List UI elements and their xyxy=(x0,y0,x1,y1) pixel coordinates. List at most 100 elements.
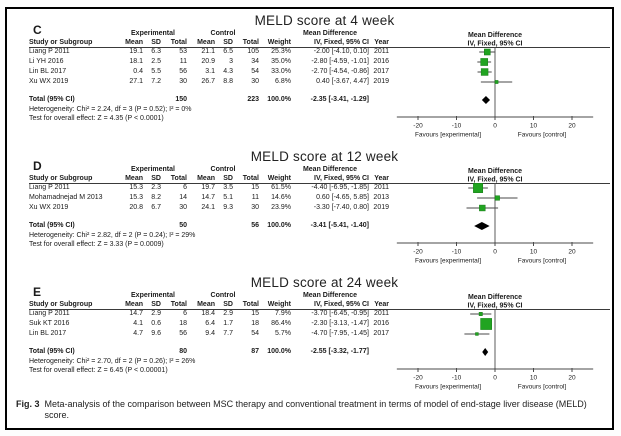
mean-square xyxy=(479,204,486,212)
ctl-mean-cell: 19.7 xyxy=(201,184,215,191)
panel-letter: D xyxy=(33,159,42,173)
total-exp-n: 50 xyxy=(179,222,187,229)
column-header-study: Study or Subgroup xyxy=(29,175,93,182)
exp-total-cell: 53 xyxy=(179,48,187,55)
panel-letter: E xyxy=(33,285,42,299)
study-table: Experimental Control Mean Difference Stu… xyxy=(29,166,389,249)
ctl-total-cell: 18 xyxy=(251,320,259,327)
group-header-experimental: Experimental xyxy=(131,166,175,173)
ctl-mean-cell: 9.4 xyxy=(205,330,215,337)
column-header-ctl-total: Total xyxy=(242,301,259,308)
ctl-total-cell: 34 xyxy=(251,58,259,65)
exp-sd-cell: 8.2 xyxy=(151,194,161,201)
panel-title: MELD score at 4 week xyxy=(254,13,395,28)
study-row: Liang P 2011 15.3 2.3 6 19.7 3.5 15 61.5… xyxy=(29,183,389,193)
ci-text-cell: -2.80 [-4.59, -1.01] xyxy=(311,58,369,65)
mean-square xyxy=(484,48,491,56)
total-label: Total (95% CI) xyxy=(29,348,75,355)
column-header-exp-sd: SD xyxy=(151,175,161,182)
plot-header-effect-model: IV, Fixed, 95% CI xyxy=(468,303,523,310)
axis-tick-label: 0 xyxy=(493,123,497,130)
group-header-control: Control xyxy=(210,166,236,173)
exp-mean-cell: 0.4 xyxy=(133,68,143,75)
study-name-cell: Liang P 2011 xyxy=(29,184,70,191)
exp-mean-cell: 19.1 xyxy=(129,48,143,55)
weight-cell: 23.9% xyxy=(271,204,291,211)
year-cell: 2013 xyxy=(373,194,389,201)
column-header-weight: Weight xyxy=(267,301,291,308)
header-underline xyxy=(29,47,610,48)
column-header-weight: Weight xyxy=(267,39,291,46)
ci-text-cell: 0.40 [-3.67, 4.47] xyxy=(316,78,369,85)
column-header-ci: IV, Fixed, 95% CI xyxy=(314,175,369,182)
study-rows: Liang P 2011 14.7 2.9 6 18.4 2.9 15 7.9%… xyxy=(29,309,389,339)
exp-sd-cell: 7.2 xyxy=(151,78,161,85)
ci-text-cell: -2.70 [-4.54, -0.86] xyxy=(311,68,369,75)
study-row: Xu WX 2019 20.8 6.7 30 24.1 9.3 30 23.9%… xyxy=(29,203,389,213)
year-cell: 2011 xyxy=(373,184,389,191)
mean-square xyxy=(480,318,492,330)
forest-panel: MELD score at 12 week D Experimental Con… xyxy=(7,149,612,265)
exp-total-cell: 6 xyxy=(183,184,187,191)
caption-text: Meta-analysis of the comparison between … xyxy=(44,399,587,420)
caption-label: Fig. 3 xyxy=(16,399,40,409)
year-cell: 2016 xyxy=(373,320,389,327)
header-underline xyxy=(29,183,610,184)
column-header-ctl-sd: SD xyxy=(223,39,233,46)
study-name-cell: Mohamadnejad M 2013 xyxy=(29,194,103,201)
study-name-cell: Liang P 2011 xyxy=(29,310,70,317)
exp-sd-cell: 9.6 xyxy=(151,330,161,337)
exp-total-cell: 11 xyxy=(179,58,187,65)
ctl-sd-cell: 5.1 xyxy=(223,194,233,201)
forest-panel: MELD score at 24 week E Experimental Con… xyxy=(7,275,612,391)
column-header-ctl-total: Total xyxy=(242,39,259,46)
axis-tick-label: 10 xyxy=(530,375,538,382)
header-underline xyxy=(29,309,610,310)
ctl-mean-cell: 24.1 xyxy=(201,204,215,211)
weight-cell: 6.8% xyxy=(275,78,291,85)
total-diamond xyxy=(474,222,490,230)
column-header-exp-mean: Mean xyxy=(125,39,143,46)
column-header-ctl-mean: Mean xyxy=(197,301,215,308)
ctl-total-cell: 30 xyxy=(251,78,259,85)
column-header-ctl-sd: SD xyxy=(223,175,233,182)
exp-mean-cell: 27.1 xyxy=(129,78,143,85)
weight-cell: 14.6% xyxy=(271,194,291,201)
study-name-cell: Li YH 2016 xyxy=(29,58,64,65)
study-rows: Liang P 2011 15.3 2.3 6 19.7 3.5 15 61.5… xyxy=(29,183,389,213)
axis-tick-label: -20 xyxy=(413,123,423,130)
column-header-study: Study or Subgroup xyxy=(29,39,93,46)
exp-sd-cell: 2.5 xyxy=(151,58,161,65)
weight-cell: 86.4% xyxy=(271,320,291,327)
group-header-experimental: Experimental xyxy=(131,30,175,37)
total-label: Total (95% CI) xyxy=(29,222,75,229)
axis-tick-label: -20 xyxy=(413,375,423,382)
axis-tick-label: 20 xyxy=(568,249,576,256)
total-row: Total (95% CI) 50 56 100.0% -3.41 [-5.41… xyxy=(29,221,389,231)
ctl-sd-cell: 2.9 xyxy=(223,310,233,317)
favours-right-label: Favours [control] xyxy=(518,384,567,391)
column-header-ctl-total: Total xyxy=(242,175,259,182)
ci-text-cell: -4.40 [-6.95, -1.85] xyxy=(311,184,369,191)
total-exp-n: 150 xyxy=(175,96,187,103)
favours-right-label: Favours [control] xyxy=(518,258,567,265)
study-name-cell: Suk KT 2016 xyxy=(29,320,70,327)
exp-mean-cell: 15.3 xyxy=(129,194,143,201)
study-name-cell: Xu WX 2019 xyxy=(29,78,69,85)
total-weight: 100.0% xyxy=(267,96,291,103)
total-weight: 100.0% xyxy=(267,222,291,229)
exp-sd-cell: 6.7 xyxy=(151,204,161,211)
study-row: Suk KT 2016 4.1 0.6 18 6.4 1.7 18 86.4% … xyxy=(29,319,389,329)
study-row: Lin BL 2017 0.4 5.5 56 3.1 4.3 54 33.0% … xyxy=(29,67,389,77)
column-header-row: Study or Subgroup Mean SD Total Mean SD … xyxy=(29,174,389,183)
exp-mean-cell: 4.1 xyxy=(133,320,143,327)
figure-frame: MELD score at 4 week C Experimental Cont… xyxy=(5,7,614,430)
mean-square xyxy=(473,183,484,193)
column-header-ctl-sd: SD xyxy=(223,301,233,308)
ctl-total-cell: 30 xyxy=(251,204,259,211)
forest-plot: Mean Difference IV, Fixed, 95% CI -20 -10 0 1… xyxy=(396,32,594,139)
forest-plot: Mean Difference IV, Fixed, 95% CI -20 -10 0 1… xyxy=(396,168,594,265)
column-header-weight: Weight xyxy=(267,175,291,182)
panel-title: MELD score at 12 week xyxy=(250,149,399,164)
ctl-sd-cell: 4.3 xyxy=(223,68,233,75)
